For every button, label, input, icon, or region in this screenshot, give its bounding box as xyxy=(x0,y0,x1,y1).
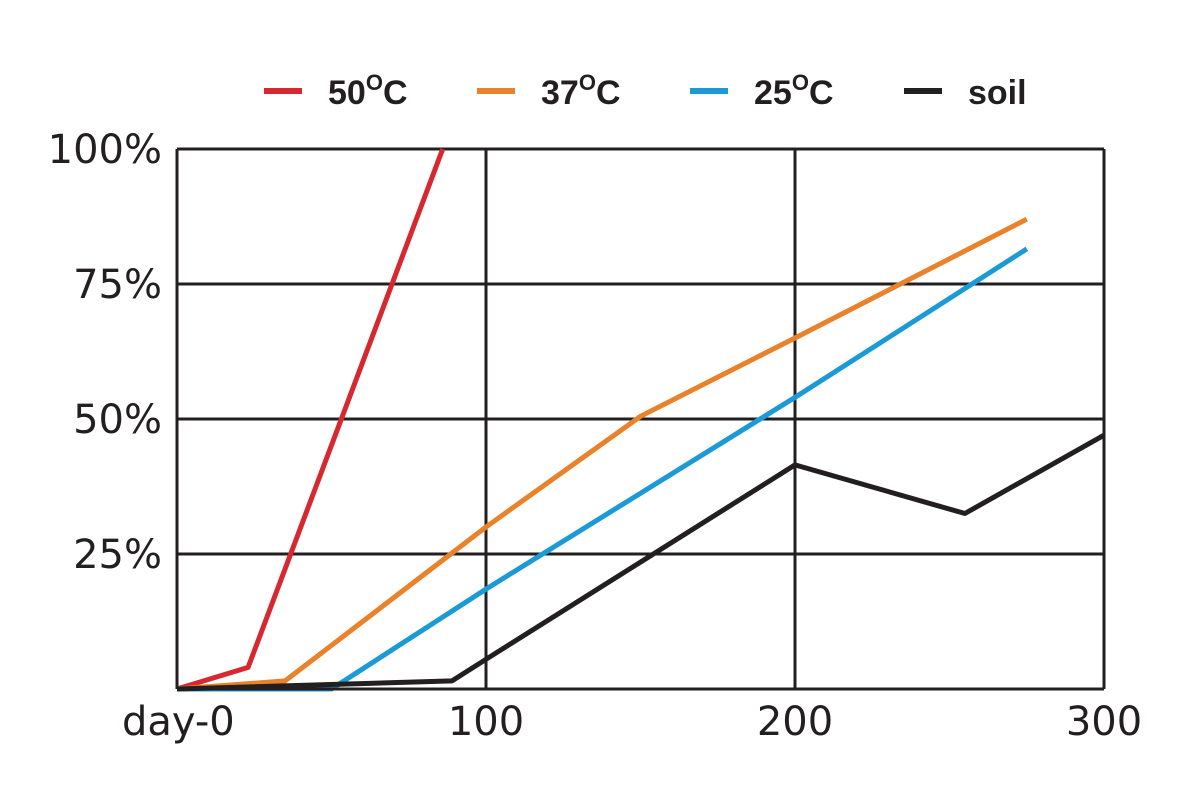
legend-label-degree: O xyxy=(579,70,596,95)
legend-label-main: soil xyxy=(968,74,1027,112)
legend-label-main: 37 xyxy=(541,74,579,112)
legend: 50OC 37OC 25OC soil xyxy=(264,70,1027,112)
x-tick-label: 200 xyxy=(757,699,833,745)
axes xyxy=(175,149,1104,691)
legend-label: 50OC xyxy=(328,70,408,112)
legend-item: 37OC xyxy=(477,70,621,112)
legend-label: 25OC xyxy=(754,70,834,112)
legend-label-unit: C xyxy=(809,74,834,112)
legend-label-degree: O xyxy=(792,70,809,95)
legend-label: 37OC xyxy=(541,70,621,112)
y-tick-label: 75% xyxy=(73,262,162,308)
series-line-2 xyxy=(176,216,1028,692)
series-line-4 xyxy=(176,433,1106,692)
x-tick-label: 300 xyxy=(1066,699,1142,745)
legend-label-degree: O xyxy=(366,70,383,95)
tick-labels: 25% 50% 75% 100% day-0 100 200 300 xyxy=(48,127,1143,745)
y-tick-label: 100% xyxy=(48,127,162,173)
y-tick-label: 50% xyxy=(73,397,162,443)
legend-label: soil xyxy=(968,74,1027,112)
x-tick-label: day-0 xyxy=(122,699,235,745)
y-tick-label: 25% xyxy=(73,532,162,578)
series-line-3 xyxy=(177,246,1029,692)
legend-item: soil xyxy=(904,74,1027,112)
legend-label-main: 50 xyxy=(328,74,366,112)
legend-item: 50OC xyxy=(264,70,408,112)
legend-label-unit: C xyxy=(596,74,621,112)
x-tick-label: 100 xyxy=(448,699,524,745)
legend-label-main: 25 xyxy=(754,74,792,112)
legend-item: 25OC xyxy=(690,70,834,112)
legend-label-unit: C xyxy=(383,74,408,112)
series-line-1 xyxy=(176,148,446,692)
